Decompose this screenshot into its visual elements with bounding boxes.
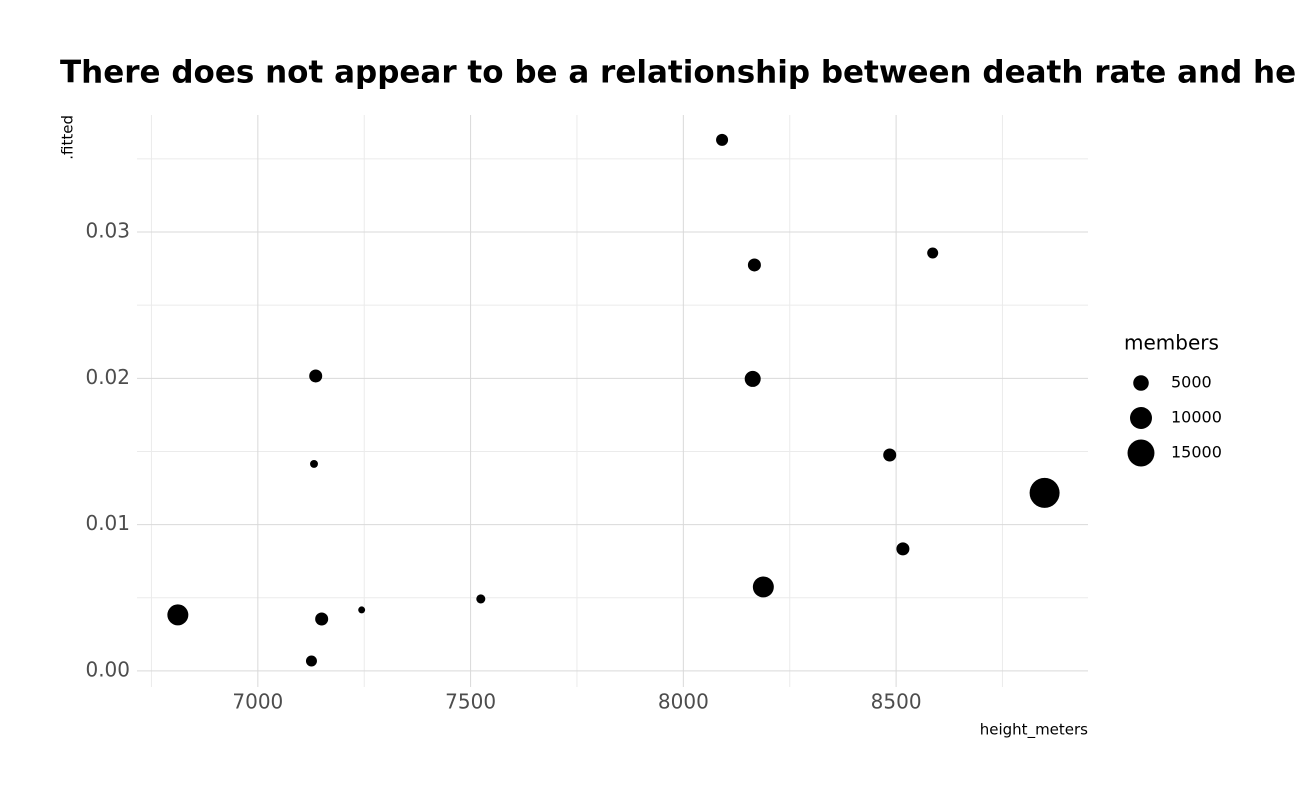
legend-label: 15000 <box>1171 443 1222 462</box>
point <box>167 604 189 626</box>
y-tick-label: 0.03 <box>85 219 130 243</box>
x-tick-label: 8500 <box>871 690 922 714</box>
point <box>927 247 939 259</box>
point <box>896 542 910 556</box>
point <box>747 258 761 272</box>
legend-key <box>1130 407 1152 429</box>
legend-label: 5000 <box>1171 373 1212 392</box>
x-tick-label: 7500 <box>445 690 496 714</box>
point <box>744 370 761 387</box>
point <box>358 606 366 614</box>
legend-label: 10000 <box>1171 408 1222 427</box>
point <box>315 612 329 626</box>
x-tick-label: 8000 <box>658 690 709 714</box>
point <box>305 655 317 667</box>
legend-key <box>1133 375 1149 391</box>
point <box>476 594 486 604</box>
point <box>310 459 318 468</box>
point <box>309 369 323 383</box>
point <box>752 576 774 598</box>
x-axis-label: height_meters <box>980 721 1088 740</box>
x-tick-label: 7000 <box>232 690 283 714</box>
point <box>883 448 897 462</box>
chart-title: There does not appear to be a relationsh… <box>60 55 1296 91</box>
legend-key <box>1127 439 1155 467</box>
point <box>1029 477 1060 508</box>
y-tick-label: 0.01 <box>85 511 130 535</box>
y-axis-label: .fitted <box>59 115 77 160</box>
y-tick-label: 0.00 <box>85 657 130 681</box>
legend-title: members <box>1124 331 1219 355</box>
point <box>716 133 729 146</box>
y-tick-label: 0.02 <box>85 365 130 389</box>
